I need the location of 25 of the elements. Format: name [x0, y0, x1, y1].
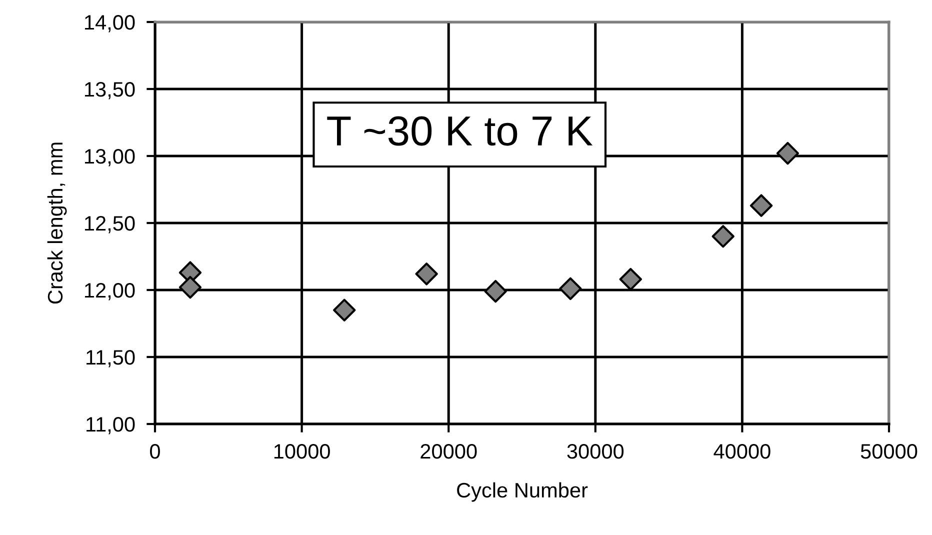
point: [333, 298, 356, 322]
y-tick-label: 13,50: [85, 82, 135, 100]
y-tick-label: 12,50: [85, 216, 135, 234]
x-axis-title: Cycle Number: [457, 482, 588, 502]
point: [484, 280, 507, 303]
y-tick-label: 11,00: [86, 417, 135, 434]
point: [750, 194, 773, 217]
point: [619, 268, 642, 291]
x-tick-label: 50000: [860, 444, 918, 459]
point: [712, 225, 734, 248]
x-tick-label: 20000: [420, 444, 477, 459]
x-tick-label: 0: [150, 444, 160, 459]
x-tick-label: 10000: [274, 444, 330, 459]
point: [415, 262, 438, 286]
y-tick-label: 12,00: [85, 283, 135, 300]
y-tick-label: 13,00: [85, 149, 135, 166]
x-tick-label: 40000: [714, 444, 770, 459]
point: [178, 276, 202, 299]
y-axis-title: Crack length, mm: [47, 142, 67, 304]
y-tick-label: 11,50: [86, 350, 135, 368]
y-tick-label: 14,00: [85, 15, 135, 32]
point: [559, 277, 582, 300]
point: [776, 142, 800, 165]
x-tick-label: 30000: [567, 444, 624, 459]
annotation: T ~30 K to 7 K: [327, 116, 593, 146]
